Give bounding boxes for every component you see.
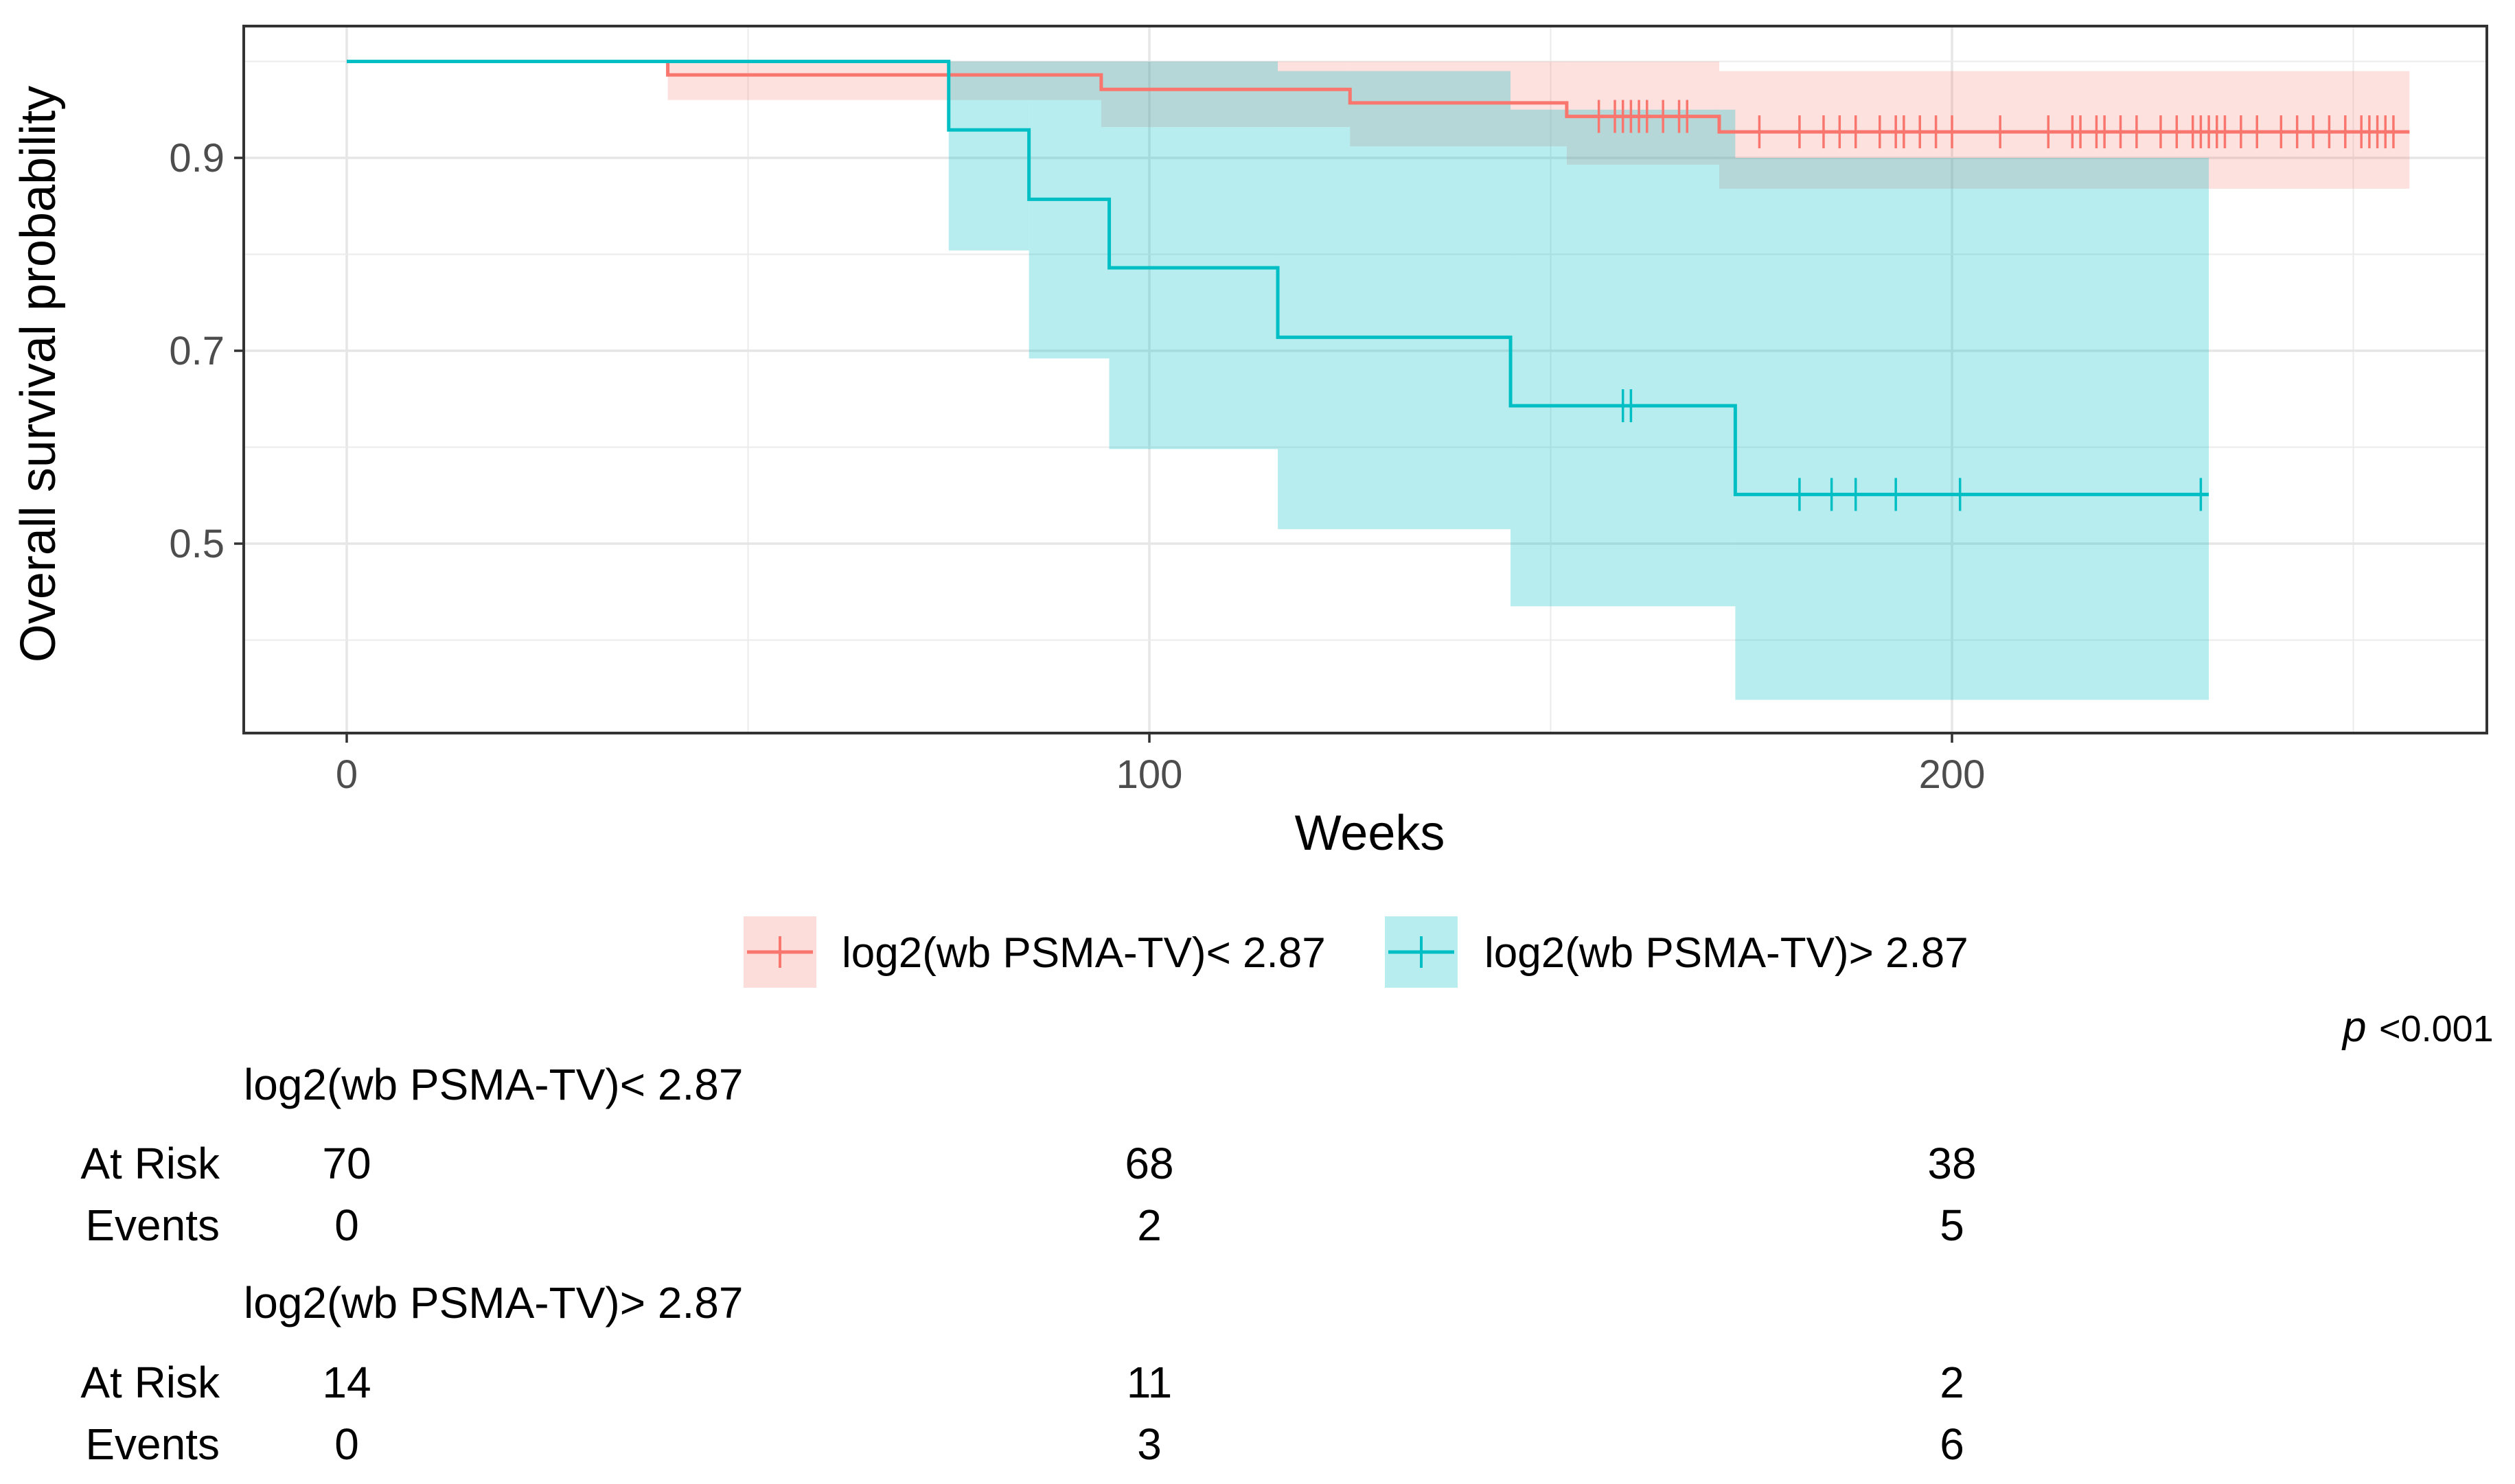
axis-ticks: 0 100 200 0.5 0.7 0.9 [169, 136, 1985, 797]
event-cell: 6 [1940, 1419, 1964, 1469]
risk-cell: 68 [1125, 1139, 1173, 1188]
confidence-band-step [1735, 158, 2209, 700]
risk-row-label-events: Events [85, 1201, 220, 1250]
y-axis-title: Overall survival probability [11, 86, 66, 662]
risk-row-label-at-risk: At Risk [80, 1358, 220, 1407]
x-tick-label: 0 [336, 752, 358, 797]
plot-border [242, 25, 2488, 734]
y-tick-label: 0.7 [169, 329, 225, 373]
risk-cell: 38 [1927, 1139, 1976, 1188]
confidence-band-step [1029, 61, 1110, 359]
y-tick-label: 0.9 [169, 136, 225, 181]
legend: log2(wb PSMA-TV)< 2.87 log2(wb PSMA-TV)>… [744, 916, 1968, 988]
confidence-band-step [1719, 71, 2410, 189]
risk-row-label-at-risk: At Risk [80, 1139, 220, 1188]
event-cell: 5 [1940, 1201, 1964, 1250]
risk-cell: 11 [1127, 1358, 1172, 1407]
risk-table: log2(wb PSMA-TV)< 2.87 At Risk Events 70… [80, 1060, 1976, 1469]
confidence-band-step [1109, 61, 1278, 450]
confidence-band-step [1511, 109, 1736, 607]
confidence-band-step [1278, 71, 1511, 529]
event-cell: 0 [334, 1201, 359, 1250]
p-value: <0.001 [2379, 1008, 2494, 1050]
y-tick-label: 0.5 [169, 522, 225, 566]
grid-lines [244, 26, 2487, 733]
legend-label-high: log2(wb PSMA-TV)> 2.87 [1484, 929, 1968, 977]
risk-cell: 14 [322, 1358, 371, 1407]
risk-cell: 70 [322, 1139, 371, 1188]
censor-marks [1597, 100, 2395, 511]
x-tick-label: 200 [1919, 752, 1986, 797]
survival-curves [347, 60, 2410, 496]
plot-panel [244, 26, 2487, 733]
legend-label-low: log2(wb PSMA-TV)< 2.87 [842, 929, 1326, 977]
x-tick-label: 100 [1116, 752, 1183, 797]
event-cell: 3 [1137, 1419, 1162, 1469]
confidence-band-step [948, 61, 1029, 251]
p-value-symbol: p [2341, 1004, 2366, 1051]
x-axis-title: Weeks [1295, 806, 1445, 861]
confidence-bands [667, 61, 2410, 700]
event-cell: 0 [334, 1419, 359, 1469]
risk-row-label-events: Events [85, 1419, 220, 1469]
confidence-band-step [1101, 61, 1351, 128]
risk-group-title: log2(wb PSMA-TV)> 2.87 [244, 1278, 743, 1328]
event-cell: 2 [1137, 1201, 1162, 1250]
survival-curve [347, 60, 2209, 496]
risk-group-title: log2(wb PSMA-TV)< 2.87 [244, 1060, 743, 1109]
risk-cell: 2 [1940, 1358, 1964, 1407]
plot-background [244, 26, 2487, 733]
confidence-band-step [667, 61, 1101, 100]
confidence-band-step [1566, 61, 1719, 165]
survival-curve [347, 60, 2410, 134]
